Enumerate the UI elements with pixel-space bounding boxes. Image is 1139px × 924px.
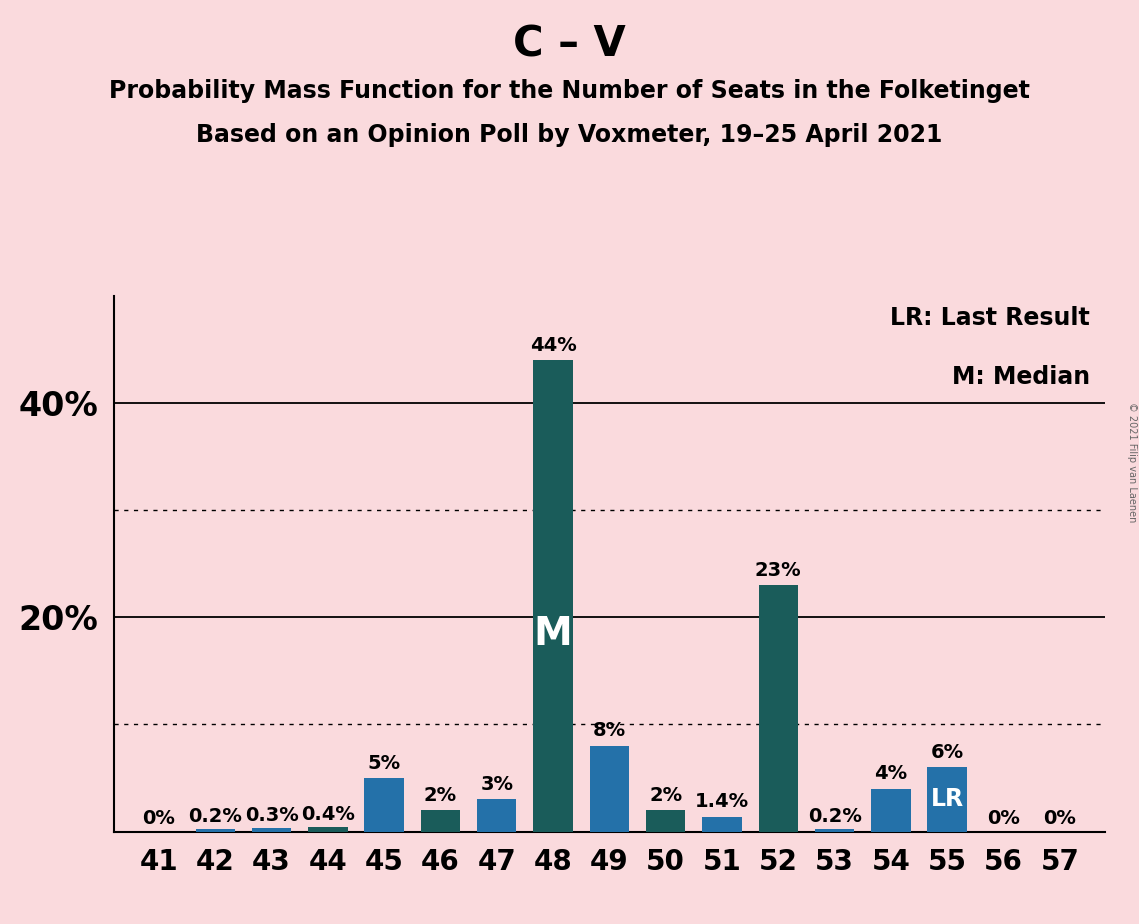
Text: 3%: 3% bbox=[481, 775, 514, 794]
Bar bbox=[703, 817, 741, 832]
Bar bbox=[533, 360, 573, 832]
Text: 23%: 23% bbox=[755, 561, 802, 579]
Bar bbox=[814, 830, 854, 832]
Bar bbox=[420, 810, 460, 832]
Text: M: Median: M: Median bbox=[952, 365, 1090, 389]
Bar bbox=[759, 585, 798, 832]
Text: 0.2%: 0.2% bbox=[188, 808, 243, 826]
Text: 0%: 0% bbox=[142, 809, 175, 829]
Bar bbox=[871, 789, 910, 832]
Text: 44%: 44% bbox=[530, 335, 576, 355]
Bar bbox=[590, 746, 629, 832]
Bar bbox=[252, 829, 292, 832]
Text: 0.3%: 0.3% bbox=[245, 806, 298, 825]
Bar bbox=[309, 827, 347, 832]
Bar bbox=[646, 810, 686, 832]
Text: LR: LR bbox=[931, 787, 964, 811]
Bar bbox=[364, 778, 404, 832]
Bar bbox=[927, 767, 967, 832]
Text: 2%: 2% bbox=[424, 785, 457, 805]
Text: 5%: 5% bbox=[368, 754, 401, 772]
Text: Probability Mass Function for the Number of Seats in the Folketinget: Probability Mass Function for the Number… bbox=[109, 79, 1030, 103]
Text: 0.2%: 0.2% bbox=[808, 808, 861, 826]
Text: 8%: 8% bbox=[592, 722, 626, 740]
Bar bbox=[477, 799, 516, 832]
Text: © 2021 Filip van Laenen: © 2021 Filip van Laenen bbox=[1126, 402, 1137, 522]
Text: M: M bbox=[534, 614, 573, 652]
Text: 4%: 4% bbox=[875, 764, 908, 784]
Text: 0%: 0% bbox=[988, 809, 1019, 829]
Text: Based on an Opinion Poll by Voxmeter, 19–25 April 2021: Based on an Opinion Poll by Voxmeter, 19… bbox=[196, 123, 943, 147]
Text: 0%: 0% bbox=[1043, 809, 1076, 829]
Text: 2%: 2% bbox=[649, 785, 682, 805]
Bar bbox=[196, 830, 235, 832]
Text: 6%: 6% bbox=[931, 743, 964, 762]
Text: LR: Last Result: LR: Last Result bbox=[891, 307, 1090, 331]
Text: 0.4%: 0.4% bbox=[301, 805, 354, 824]
Text: 1.4%: 1.4% bbox=[695, 792, 749, 811]
Text: C – V: C – V bbox=[514, 23, 625, 65]
